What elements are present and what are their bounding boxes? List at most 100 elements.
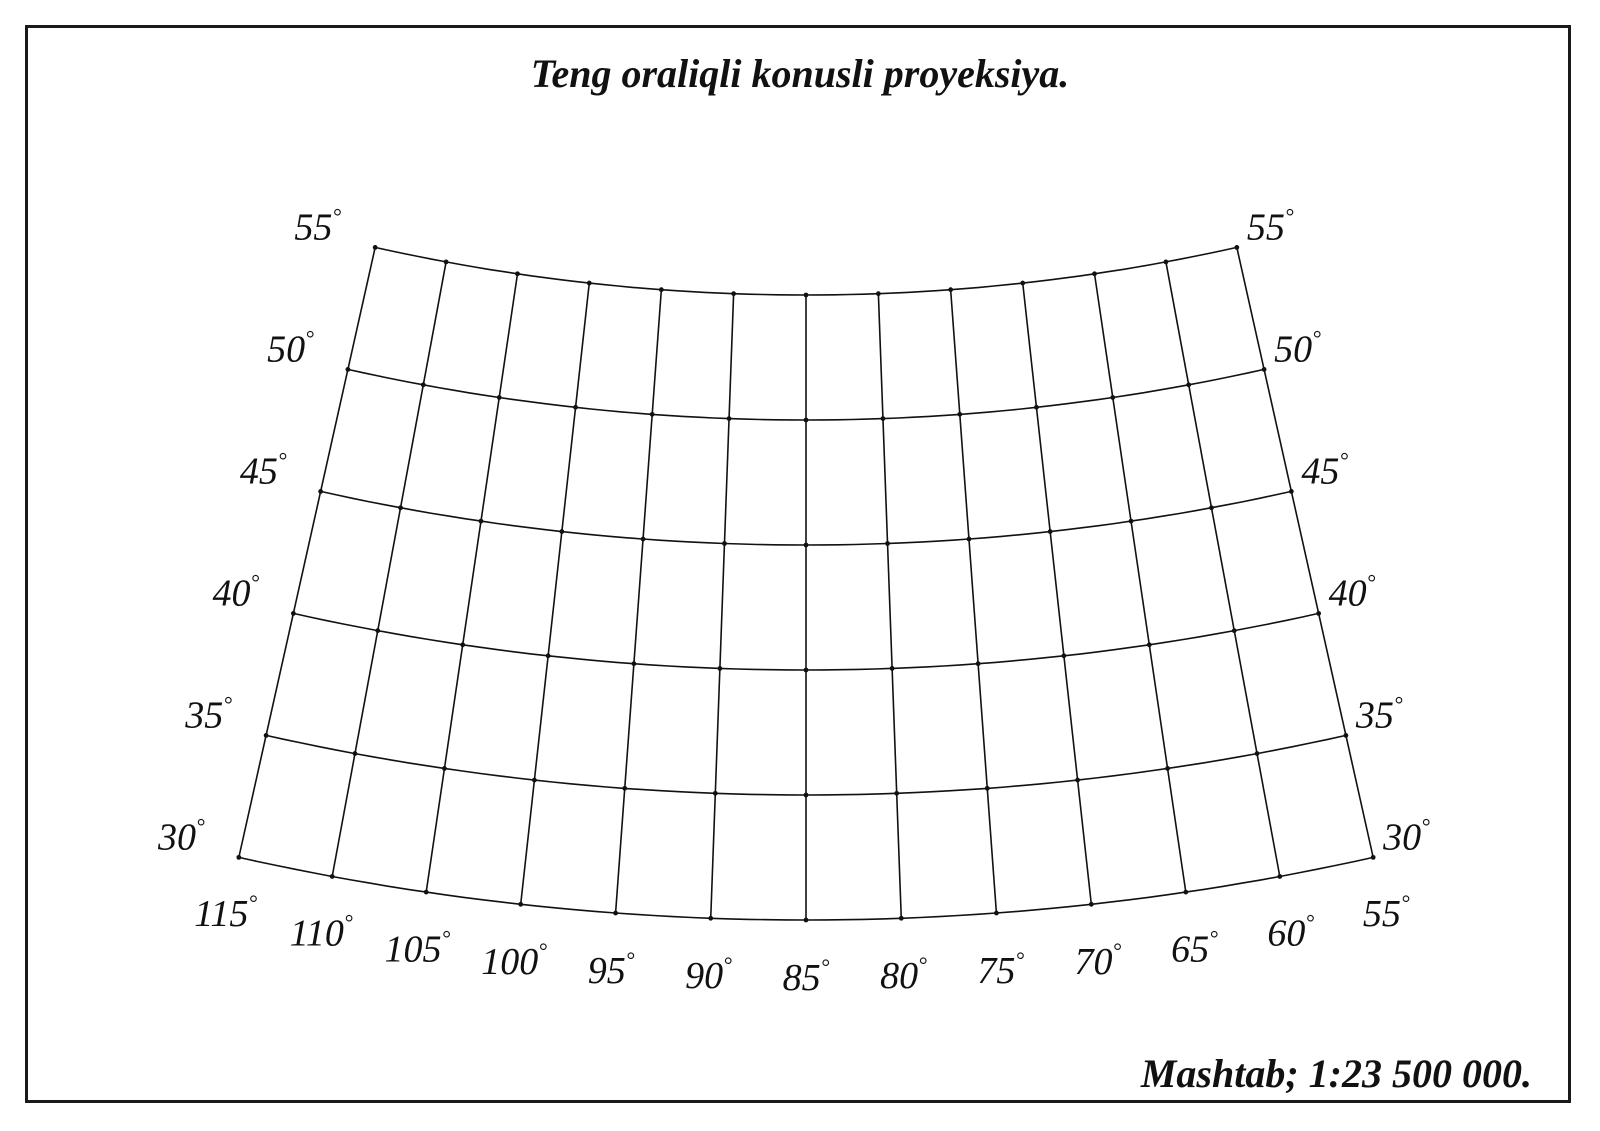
grid-node	[372, 245, 378, 250]
grid-node	[717, 666, 723, 671]
grid-node	[559, 529, 565, 534]
grid-node	[1165, 766, 1170, 771]
grid-node	[263, 732, 269, 738]
graticule-labels: 30° 30° 35° 35° 40° 40° 45° 45° 50° 50° 55° 55° 115°…	[157, 203, 1430, 999]
lat-label-left-30: 30°	[157, 813, 205, 858]
degree-sign: °	[1339, 447, 1348, 472]
grid-node	[1343, 732, 1349, 738]
grid-node	[478, 518, 484, 524]
meridian-95	[614, 289, 663, 914]
grid-node	[803, 917, 809, 923]
grid-node	[545, 653, 551, 659]
grid-node	[442, 766, 447, 771]
grid-node	[622, 785, 628, 791]
degree-sign: °	[344, 909, 353, 934]
grid-node	[352, 751, 358, 756]
grid-node	[712, 790, 718, 796]
lat-label-right-55: 55°	[1247, 203, 1294, 248]
grid-node	[515, 271, 520, 277]
grid-node	[975, 661, 981, 667]
lon-label-105: 105°	[385, 925, 451, 970]
grid-node	[1020, 280, 1026, 286]
grid-node	[1277, 874, 1283, 879]
lon-label-60: 60°	[1267, 909, 1314, 954]
grid-node	[1163, 259, 1169, 265]
grid-node	[957, 411, 963, 417]
lon-label-95: 95°	[588, 947, 635, 992]
grid-node	[1047, 529, 1053, 534]
grid-node	[318, 489, 324, 494]
meridian-105	[425, 273, 519, 893]
degree-sign: °	[918, 952, 927, 977]
lon-label-100: 100°	[481, 938, 547, 983]
grid-node	[1146, 642, 1152, 648]
grid-node	[1254, 751, 1260, 756]
degree-sign: °	[1394, 691, 1403, 716]
lat-label-right-50: 50°	[1274, 325, 1321, 370]
map-frame	[25, 25, 1571, 1103]
degree-sign: °	[821, 954, 830, 979]
grid-node	[889, 666, 895, 671]
grid-node	[803, 792, 809, 798]
grid-node	[1186, 382, 1192, 388]
degree-sign: °	[626, 947, 635, 972]
grid-node	[586, 280, 592, 286]
grid-node	[423, 889, 429, 895]
grid-node	[1288, 489, 1294, 494]
grid-node	[803, 542, 809, 548]
grid-node	[994, 910, 999, 916]
degree-sign: °	[1209, 925, 1218, 950]
grid-node	[898, 915, 904, 921]
lat-label-left-45: 45°	[240, 447, 287, 492]
meridian-55	[1236, 247, 1374, 858]
grid-node	[420, 382, 426, 388]
degree-sign: °	[248, 890, 257, 915]
lat-label-right-40: 40°	[1329, 569, 1376, 614]
grid-node	[345, 367, 351, 372]
meridian-80	[877, 293, 903, 919]
lon-label-80: 80°	[880, 952, 927, 997]
grid-node	[1261, 367, 1267, 372]
degree-sign: °	[332, 203, 341, 228]
lat-label-left-40: 40°	[213, 569, 260, 614]
grid-node	[375, 628, 381, 634]
degree-sign: °	[538, 938, 547, 963]
grid-node	[803, 667, 809, 673]
map-scale: Mashtab; 1:23 500 000.	[1140, 1051, 1532, 1096]
degree-sign: °	[1015, 947, 1024, 972]
degree-sign: °	[1367, 569, 1376, 594]
grid-node	[496, 395, 502, 400]
grid-node	[966, 536, 972, 542]
meridian-65	[1093, 273, 1187, 893]
lat-label-left-50: 50°	[267, 325, 314, 370]
grid-node	[726, 416, 732, 421]
degree-sign: °	[1312, 325, 1321, 350]
degree-sign: °	[305, 325, 314, 350]
grid-node	[518, 901, 524, 907]
degree-sign: °	[1285, 203, 1294, 228]
grid-node	[1088, 901, 1094, 907]
lat-label-right-35: 35°	[1355, 691, 1403, 736]
grid-node	[803, 417, 809, 423]
meridian-110	[331, 261, 447, 877]
grid-node	[1061, 653, 1067, 659]
degree-sign: °	[723, 952, 732, 977]
map-title: Teng oraliqli konusli proyeksiya.	[530, 51, 1070, 96]
grid-node	[1128, 518, 1134, 524]
grid-node	[1231, 628, 1237, 634]
degree-sign: °	[1421, 813, 1430, 838]
lon-label-65: 65°	[1171, 925, 1218, 970]
grid-node	[236, 854, 242, 860]
meridian-90	[709, 293, 735, 919]
meridian-70	[1021, 282, 1093, 905]
grid-node	[532, 777, 537, 783]
grid-node	[731, 291, 737, 297]
grid-node	[1183, 889, 1189, 895]
lat-label-left-35: 35°	[184, 691, 232, 736]
grid-node	[880, 416, 886, 421]
grid-node	[1092, 271, 1097, 277]
lon-label-90: 90°	[685, 952, 732, 997]
grid-node	[984, 785, 990, 791]
